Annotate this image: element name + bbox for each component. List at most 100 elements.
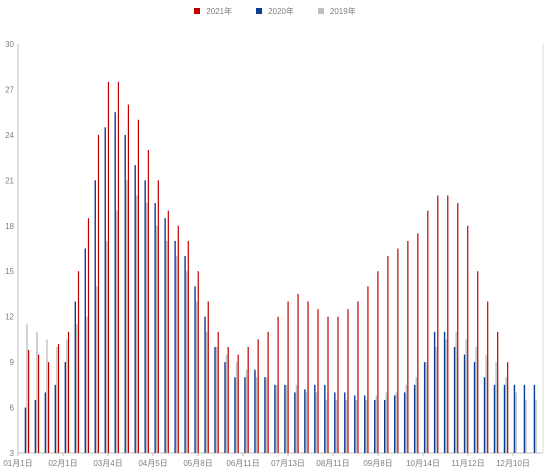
- bar-2020-03-05[interactable]: [114, 112, 116, 454]
- bar-2019-07-23[interactable]: [315, 392, 318, 453]
- bar-2020-11-19[interactable]: [483, 377, 486, 453]
- bar-2020-12-24[interactable]: [533, 384, 536, 453]
- bar-2021-03-12[interactable]: [127, 104, 129, 453]
- bar-2019-04-09[interactable]: [166, 240, 168, 453]
- bar-2021-08-13[interactable]: [347, 309, 349, 453]
- bar-2021-07-16[interactable]: [307, 301, 309, 453]
- bar-2019-10-08[interactable]: [425, 362, 427, 453]
- bar-2019-10-15[interactable]: [435, 346, 437, 453]
- bar-2021-03-26[interactable]: [147, 150, 149, 454]
- bar-2020-06-18[interactable]: [264, 377, 266, 453]
- bar-2021-01-01[interactable]: [27, 349, 30, 453]
- bar-2021-10-01[interactable]: [417, 233, 419, 453]
- bar-2019-10-01[interactable]: [415, 377, 417, 453]
- bar-2020-08-27[interactable]: [364, 395, 366, 453]
- bar-2020-04-09[interactable]: [164, 218, 166, 453]
- bar-2019-08-06[interactable]: [335, 399, 338, 453]
- bar-2020-02-05[interactable]: [74, 301, 76, 453]
- bar-2021-02-19[interactable]: [97, 134, 100, 453]
- bar-2019-03-12[interactable]: [126, 180, 128, 453]
- bar-2019-09-10[interactable]: [385, 392, 387, 453]
- bar-2019-11-05[interactable]: [465, 339, 467, 453]
- bar-2019-08-27[interactable]: [365, 399, 368, 453]
- bar-2019-03-19[interactable]: [136, 195, 138, 454]
- bar-2021-06-04[interactable]: [247, 346, 249, 453]
- bar-2019-05-21[interactable]: [225, 354, 228, 453]
- bar-2021-07-02[interactable]: [287, 301, 289, 453]
- bar-2021-07-09[interactable]: [297, 293, 299, 453]
- bar-2019-08-13[interactable]: [345, 399, 348, 453]
- bar-2019-01-15[interactable]: [46, 339, 48, 453]
- bar-2019-06-25[interactable]: [275, 384, 278, 453]
- bar-2020-09-24[interactable]: [403, 392, 406, 453]
- bar-2020-05-21[interactable]: [224, 362, 226, 453]
- bar-2019-01-22[interactable]: [56, 346, 58, 453]
- legend-item-2019[interactable]: 2019年: [317, 4, 356, 18]
- bar-2020-10-01[interactable]: [413, 384, 416, 453]
- bar-2021-10-29[interactable]: [457, 203, 459, 453]
- bar-2021-05-28[interactable]: [237, 354, 239, 453]
- bar-2019-01-08[interactable]: [36, 331, 38, 453]
- bar-2019-07-16[interactable]: [305, 392, 308, 453]
- bar-2021-07-23[interactable]: [317, 309, 319, 453]
- bar-2019-12-03[interactable]: [505, 377, 507, 453]
- bar-2020-07-09[interactable]: [294, 392, 296, 453]
- bar-2021-05-07[interactable]: [207, 301, 209, 453]
- bar-2020-09-10[interactable]: [384, 399, 386, 453]
- bar-2021-10-22[interactable]: [447, 195, 449, 454]
- bar-2019-02-19[interactable]: [96, 286, 98, 453]
- bar-2021-10-08[interactable]: [427, 210, 429, 453]
- bar-2019-11-12[interactable]: [475, 346, 477, 453]
- bar-2020-06-25[interactable]: [274, 384, 276, 453]
- bar-2019-04-30[interactable]: [195, 301, 198, 453]
- bar-2019-11-19[interactable]: [485, 354, 487, 453]
- bar-2019-07-30[interactable]: [325, 399, 328, 453]
- bar-2021-01-15[interactable]: [47, 362, 50, 453]
- bar-2019-03-05[interactable]: [116, 210, 118, 453]
- bar-2020-12-10[interactable]: [513, 384, 516, 453]
- bar-2019-01-01[interactable]: [26, 324, 28, 453]
- bar-2020-04-16[interactable]: [174, 240, 176, 453]
- bar-2020-11-12[interactable]: [473, 362, 476, 453]
- bar-2020-01-08[interactable]: [34, 399, 37, 453]
- bar-2020-05-28[interactable]: [234, 377, 236, 453]
- bar-2021-02-12[interactable]: [87, 218, 90, 453]
- bar-2019-02-12[interactable]: [86, 316, 88, 453]
- bar-2019-05-07[interactable]: [205, 331, 208, 453]
- bar-2020-06-04[interactable]: [244, 377, 246, 453]
- bar-2020-08-20[interactable]: [354, 395, 356, 453]
- bar-2020-12-03[interactable]: [503, 384, 506, 453]
- legend-item-2020[interactable]: 2020年: [256, 4, 294, 18]
- bar-2020-03-26[interactable]: [144, 180, 146, 453]
- bar-2020-01-01[interactable]: [24, 407, 27, 453]
- bar-2019-03-26[interactable]: [146, 203, 148, 453]
- bar-2021-05-14[interactable]: [217, 331, 219, 453]
- bar-2021-10-15[interactable]: [437, 195, 439, 454]
- bar-2019-02-05[interactable]: [76, 324, 78, 453]
- bar-2019-09-03[interactable]: [375, 395, 378, 453]
- bar-2019-08-20[interactable]: [355, 399, 358, 453]
- bar-2020-10-08[interactable]: [423, 362, 426, 453]
- bar-2021-11-19[interactable]: [487, 301, 489, 453]
- bar-2020-09-03[interactable]: [374, 399, 376, 453]
- bar-2020-10-29[interactable]: [453, 346, 456, 453]
- bar-2020-07-02[interactable]: [284, 384, 286, 453]
- legend-item-2021[interactable]: 2021年: [194, 4, 232, 18]
- bar-2021-09-24[interactable]: [407, 240, 409, 453]
- bar-2020-07-23[interactable]: [314, 384, 316, 453]
- bar-2020-12-17[interactable]: [523, 384, 526, 453]
- bar-2020-11-26[interactable]: [493, 384, 496, 453]
- bar-2020-02-19[interactable]: [94, 180, 96, 453]
- bar-2021-06-25[interactable]: [277, 316, 279, 453]
- bar-2021-08-06[interactable]: [337, 316, 339, 453]
- bar-2021-01-29[interactable]: [67, 331, 70, 453]
- bar-2020-01-22[interactable]: [54, 384, 57, 453]
- bar-2020-10-15[interactable]: [433, 331, 436, 453]
- bar-2019-02-26[interactable]: [106, 240, 108, 453]
- bar-2019-04-23[interactable]: [185, 271, 188, 453]
- bar-2019-07-02[interactable]: [285, 384, 288, 453]
- bar-2019-05-28[interactable]: [235, 362, 238, 453]
- bar-2020-09-17[interactable]: [393, 395, 396, 453]
- bar-2019-06-11[interactable]: [255, 377, 258, 453]
- bar-2019-04-02[interactable]: [156, 225, 158, 453]
